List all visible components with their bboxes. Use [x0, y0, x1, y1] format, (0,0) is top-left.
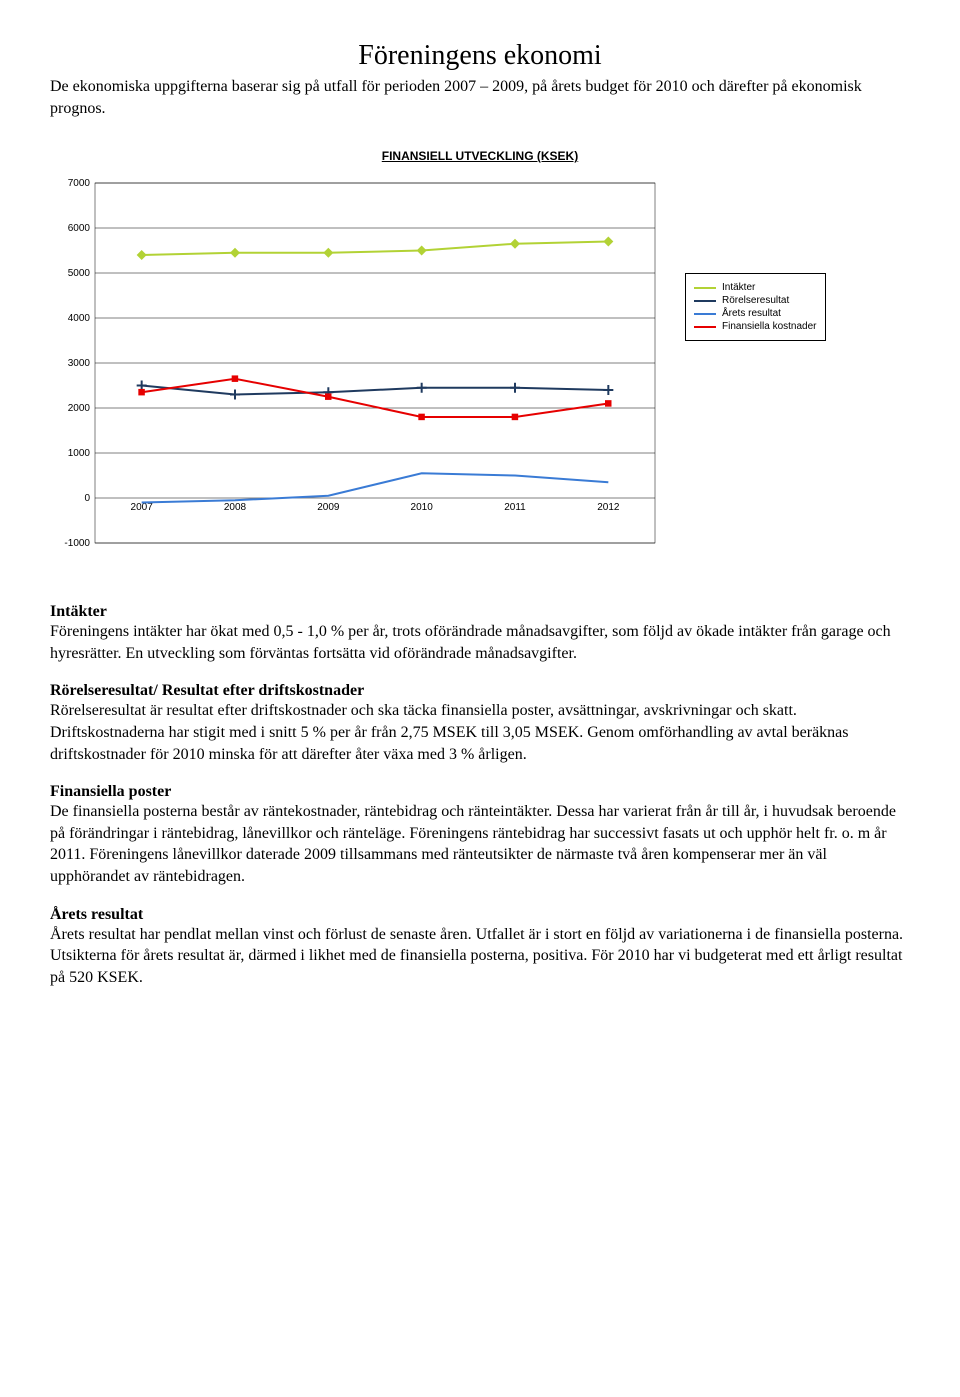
body-rorelse: Rörelseresultat är resultat efter drifts…: [50, 700, 910, 765]
svg-text:1000: 1000: [68, 448, 91, 459]
legend-label: Finansiella kostnader: [722, 321, 817, 332]
svg-text:2000: 2000: [68, 403, 91, 414]
svg-text:7000: 7000: [68, 178, 91, 189]
chart-legend: Intäkter Rörelseresultat Årets resultat Fin…: [685, 273, 826, 341]
legend-label: Rörelseresultat: [722, 295, 789, 306]
chart-plot: -1000 0 1000 2000 3000 4000 5000 6000 7000 2007 20…: [50, 173, 665, 573]
page-title: Föreningens ekonomi: [50, 40, 910, 72]
svg-text:4000: 4000: [68, 313, 91, 324]
heading-finansiella: Finansiella poster: [50, 783, 910, 801]
heading-rorelse: Rörelseresultat/ Resultat efter driftsko…: [50, 682, 910, 700]
svg-text:-1000: -1000: [64, 538, 90, 549]
svg-text:6000: 6000: [68, 223, 91, 234]
body-arets: Årets resultat har pendlat mellan vinst …: [50, 924, 910, 989]
svg-text:0: 0: [84, 493, 90, 504]
legend-swatch: [694, 287, 716, 289]
legend-item: Rörelseresultat: [694, 295, 817, 306]
legend-swatch: [694, 313, 716, 315]
legend-swatch: [694, 326, 716, 328]
legend-swatch: [694, 300, 716, 302]
chart-container: -1000 0 1000 2000 3000 4000 5000 6000 7000 2007 20…: [50, 173, 910, 573]
chart-title: FINANSIELL UTVECKLING (KSEK): [50, 149, 910, 163]
body-finansiella: De finansiella posterna består av räntek…: [50, 801, 910, 887]
legend-label: Intäkter: [722, 282, 755, 293]
svg-text:2012: 2012: [597, 502, 620, 513]
heading-intakter: Intäkter: [50, 603, 910, 621]
svg-text:2010: 2010: [411, 502, 434, 513]
legend-label: Årets resultat: [722, 308, 781, 319]
svg-text:2007: 2007: [131, 502, 154, 513]
svg-text:2008: 2008: [224, 502, 247, 513]
heading-arets: Årets resultat: [50, 906, 910, 924]
legend-item: Intäkter: [694, 282, 817, 293]
intro-text: De ekonomiska uppgifterna baserar sig på…: [50, 76, 910, 119]
svg-text:2011: 2011: [504, 502, 526, 513]
body-intakter: Föreningens intäkter har ökat med 0,5 - …: [50, 621, 910, 664]
legend-item: Finansiella kostnader: [694, 321, 817, 332]
svg-text:2009: 2009: [317, 502, 340, 513]
legend-item: Årets resultat: [694, 308, 817, 319]
svg-text:5000: 5000: [68, 268, 91, 279]
svg-text:3000: 3000: [68, 358, 91, 369]
